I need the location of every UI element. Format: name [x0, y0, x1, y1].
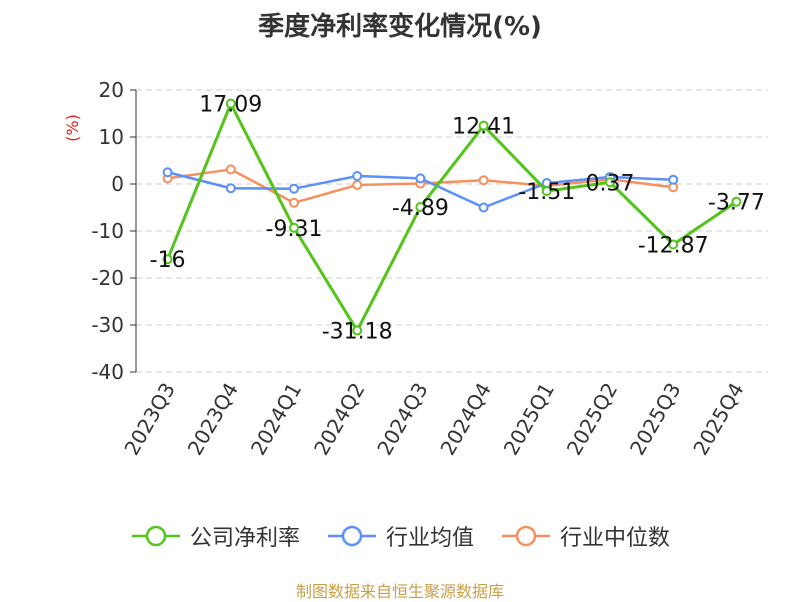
data-point: [289, 222, 299, 233]
data-label: -16: [150, 248, 186, 273]
data-point: [225, 164, 236, 175]
y-tick-label: -10: [91, 219, 124, 243]
grid-layer: [136, 89, 768, 373]
y-tick-label: 20: [99, 78, 124, 102]
legend-label: 行业均值: [385, 526, 474, 551]
data-point: [541, 186, 552, 197]
x-tick-label: 2024Q4: [435, 378, 495, 459]
legend-item: 行业中位数: [500, 520, 670, 552]
legend-label: 公司净利率: [189, 526, 300, 551]
data-label-layer: -16 17.09 -9.31 -31.18 -4.89 12.41 -1.51 0.37 -1…: [150, 93, 765, 345]
data-label: 0.37: [586, 171, 635, 196]
x-tick-label: 2023Q3: [119, 379, 179, 460]
y-tick-label: -40: [91, 360, 124, 384]
data-point: [289, 197, 299, 208]
data-point: [162, 167, 173, 178]
legend-swatch-marker: [145, 525, 167, 547]
data-label: -12.87: [638, 233, 709, 258]
x-tick-label: 2024Q2: [309, 379, 369, 460]
y-axis-label: (%): [63, 114, 82, 142]
data-point: [352, 325, 363, 336]
y-tick-label: 10: [99, 125, 124, 149]
x-tick-label: 2024Q3: [372, 379, 432, 460]
data-label: -9.31: [266, 217, 323, 242]
data-point: [352, 171, 363, 182]
data-point: [478, 202, 489, 213]
data-point: [289, 183, 299, 194]
y-tick-label: -20: [91, 266, 124, 290]
legend-swatch: [131, 525, 180, 547]
data-point: [605, 177, 615, 188]
data-point: [225, 183, 236, 194]
x-tick-label: 2023Q4: [183, 379, 243, 460]
legend-swatch-marker: [515, 525, 537, 547]
data-point: [415, 201, 426, 212]
data-label: 17.09: [199, 93, 262, 118]
x-tick-label: 2025Q1: [499, 379, 559, 460]
series-layer: [162, 98, 742, 336]
data-point: [352, 179, 363, 190]
legend: 公司净利率 行业均值 行业中位数: [0, 520, 800, 552]
chart-title: 季度净利率变化情况(%): [258, 12, 542, 42]
data-label: -31.18: [322, 320, 393, 345]
data-label: -1.51: [518, 180, 575, 205]
data-point: [731, 196, 742, 207]
legend-swatch-marker: [341, 525, 363, 547]
source-note: 制图数据来自恒生聚源数据库: [295, 582, 504, 601]
data-label: -4.89: [392, 196, 449, 221]
legend-swatch: [502, 525, 550, 547]
data-label: -3.77: [708, 191, 765, 216]
y-tick-label: 0: [111, 172, 124, 196]
series-line: [166, 102, 738, 333]
data-point: [668, 239, 679, 250]
data-point: [478, 175, 489, 186]
x-tick-label: 2025Q3: [625, 379, 685, 460]
legend-swatch: [327, 525, 376, 547]
legend-item: 公司净利率: [130, 520, 300, 552]
x-tick-label: 2024Q1: [246, 379, 306, 460]
data-point: [478, 120, 489, 131]
x-tick-label: 2025Q2: [562, 379, 622, 460]
legend-label: 行业中位数: [560, 526, 671, 551]
x-tick-label: 2025Q4: [688, 379, 748, 460]
y-tick-label: -30: [91, 313, 124, 337]
data-label: 12.41: [452, 115, 515, 140]
data-point: [225, 98, 236, 109]
data-point: [668, 174, 679, 185]
legend-item: 行业均值: [326, 520, 474, 552]
data-point: [415, 173, 426, 184]
data-point: [162, 254, 173, 265]
